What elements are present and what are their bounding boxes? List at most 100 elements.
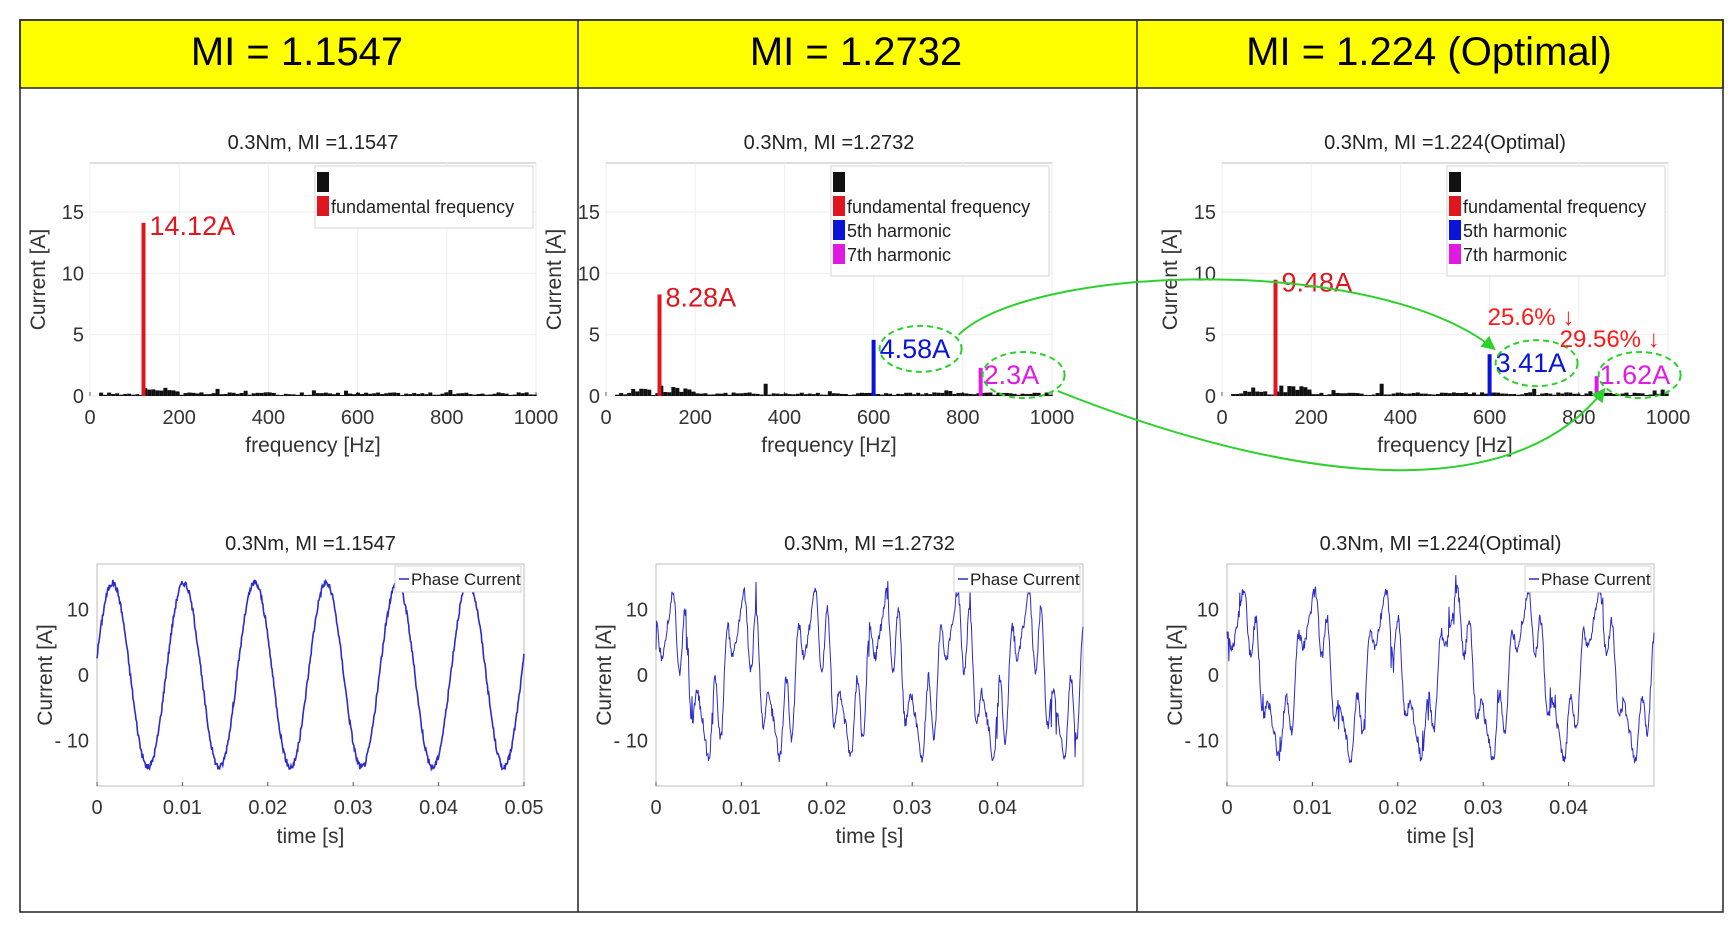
- legend-swatch: [1449, 172, 1461, 192]
- spectrum-noise-bar: [1307, 389, 1312, 396]
- spectrum-noise-bar: [1255, 391, 1260, 396]
- phase-current-line: [96, 577, 525, 772]
- spectrum-noise-bar: [1024, 394, 1029, 396]
- legend-entry: 5th harmonic: [1463, 221, 1567, 241]
- spectrum-noise-bar: [255, 392, 260, 396]
- spectrum-noise-bar: [679, 391, 684, 396]
- spectrum-noise-bar: [996, 392, 1001, 396]
- spectrum-noise-bar: [1343, 393, 1348, 396]
- peak-value-label: 2.3A: [984, 360, 1040, 390]
- spectrum-noise-bar: [327, 393, 332, 396]
- spectrum-noise-bar: [464, 392, 469, 396]
- spectrum-noise-bar: [392, 392, 397, 396]
- spectrum-noise-bar: [691, 391, 696, 396]
- spectrum-noise-bar: [1411, 393, 1416, 396]
- x-tick-label: 200: [679, 407, 712, 429]
- x-tick-label: 0.03: [893, 797, 932, 819]
- spectrum-noise-bar: [1004, 392, 1009, 396]
- x-tick-label: 200: [163, 407, 196, 429]
- y-tick-label: 10: [578, 263, 600, 285]
- y-tick-label: 0: [637, 665, 648, 687]
- spectrum-noise-bar: [1387, 394, 1392, 396]
- spectrum-noise-bar: [787, 394, 792, 396]
- spectrum-noise-bar: [783, 393, 788, 396]
- spectrum-noise-bar: [1588, 391, 1593, 396]
- spectrum-noise-bar: [1323, 394, 1328, 396]
- spectrum-noise-bar: [924, 393, 929, 396]
- spectrum-noise-bar: [964, 393, 969, 396]
- spectrum-noise-bar: [791, 394, 796, 396]
- plot-area: [1226, 563, 1655, 787]
- spectrum-noise-bar: [135, 394, 140, 396]
- spectrum-noise-bar: [1315, 394, 1320, 396]
- x-tick-label: 600: [1473, 407, 1506, 429]
- chart-title: 0.3Nm, MI =1.1547: [225, 533, 396, 555]
- spectrum-noise-bar: [1263, 391, 1268, 396]
- x-tick-label: 0.04: [978, 797, 1017, 819]
- waveform-plot-mi-1: 0 0.01 0.02 0.03 0.04 0.05 10 0 - 10 0.3Nm, MI =1…: [34, 533, 543, 848]
- legend-box: [1524, 565, 1652, 593]
- x-tick-label: 0.02: [1378, 797, 1417, 819]
- spectrum-noise-bar: [799, 392, 804, 396]
- spectrum-noise-bar: [408, 394, 413, 396]
- legend-entry: 7th harmonic: [1463, 245, 1567, 265]
- spectrum-noise-bar: [1235, 393, 1240, 396]
- spectrum-noise-bar: [263, 392, 268, 396]
- spectrum-noise-bar: [1415, 392, 1420, 396]
- spectrum-noise-bar: [1351, 392, 1356, 396]
- spectrum-noise-bar: [1512, 393, 1517, 396]
- spectrum-noise-bar: [456, 393, 461, 396]
- spectrum-noise-bar: [928, 394, 933, 396]
- spectrum-noise-bar: [1299, 386, 1304, 396]
- spectrum-noise-bar: [1439, 392, 1444, 396]
- spectrum-noise-bar: [404, 393, 409, 396]
- spectrum-noise-bar: [743, 392, 748, 396]
- spectrum-noise-bar: [1032, 392, 1037, 396]
- spectrum-noise-bar: [323, 392, 328, 396]
- spectrum-noise-bar: [452, 394, 457, 396]
- spectrum-noise-bar: [627, 392, 632, 396]
- spectrum-noise-bar: [976, 393, 981, 396]
- spectrum-peak-bar: [978, 367, 983, 396]
- x-axis-label: time [s]: [277, 825, 345, 848]
- spectrum-noise-bar: [440, 393, 445, 396]
- arrow-5th-harmonic: [957, 278, 1496, 351]
- spectrum-noise-bar: [1395, 392, 1400, 396]
- spectrum-noise-bar: [1355, 393, 1360, 396]
- spectrum-noise-bar: [811, 394, 816, 396]
- spectrum-noise-bar: [227, 392, 232, 396]
- highlight-ellipse: [1494, 339, 1579, 388]
- spectrum-noise-bar: [1451, 392, 1456, 396]
- reduction-label-7th: 29.56% ↓: [1560, 326, 1660, 353]
- spectrum-noise-bar: [1391, 393, 1396, 396]
- highlight-ellipse: [981, 351, 1066, 399]
- spectrum-noise-bar: [855, 393, 860, 396]
- table-frame: [19, 19, 1724, 913]
- x-axis-label: frequency [Hz]: [761, 434, 896, 457]
- chart-title: 0.3Nm, MI =1.2732: [784, 533, 955, 555]
- spectrum-noise-bar: [747, 392, 752, 396]
- spectrum-noise-bar: [476, 394, 481, 396]
- spectrum-plot-mi-2: 0 200 400 600 800 1000 0 5 10 15 0.3Nm, MI =1.2732…: [543, 132, 1074, 457]
- spectrum-noise-bar: [127, 393, 132, 396]
- legend-entry: fundamental frequency: [331, 197, 514, 217]
- spectrum-noise-bar: [504, 393, 509, 396]
- spectrum-noise-bar: [1608, 392, 1613, 396]
- x-tick-label: 600: [857, 407, 890, 429]
- spectrum-noise-bar: [1279, 385, 1284, 396]
- y-axis-label: Current [A]: [34, 624, 57, 726]
- spectrum-noise-bar: [936, 392, 941, 396]
- spectrum-noise-bar: [948, 391, 953, 396]
- spectrum-noise-bar: [1536, 394, 1541, 396]
- spectrum-noise-bar: [1540, 393, 1545, 396]
- peak-value-label: 14.12A: [150, 211, 236, 241]
- spectrum-noise-bar: [123, 393, 128, 396]
- spectrum-noise-bar: [331, 394, 336, 396]
- spectrum-noise-bar: [480, 393, 485, 396]
- legend-swatch: [1449, 196, 1461, 216]
- spectrum-noise-bar: [171, 390, 176, 396]
- y-tick-label: 0: [78, 665, 89, 687]
- peak-value-label: 4.58A: [880, 334, 951, 364]
